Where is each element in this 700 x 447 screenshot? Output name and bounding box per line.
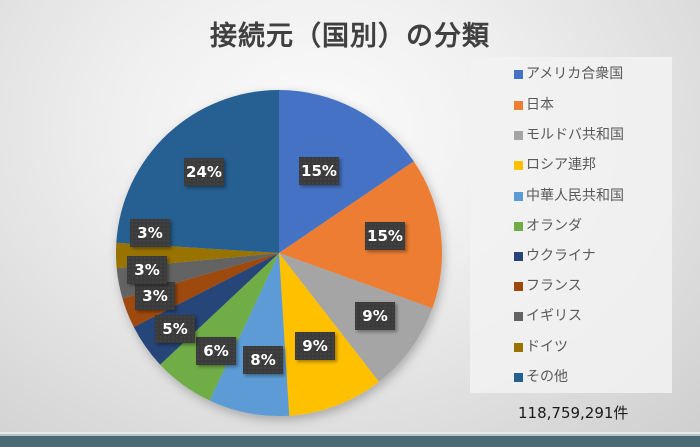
- slice-china[interactable]: [209, 253, 290, 417]
- slice-japan[interactable]: [279, 161, 443, 309]
- legend-label: モルドバ共和国: [526, 127, 624, 143]
- data-label-usa: 15%: [299, 157, 339, 185]
- chart-legend: アメリカ合衆国 日本 モルドバ共和国 ロシア連邦 中華人民共和国 オランダ ウク…: [470, 57, 672, 393]
- chart-title: 接続元（国別）の分類: [210, 21, 490, 52]
- data-label-moldova: 9%: [355, 302, 395, 330]
- legend-item-ukraine[interactable]: ウクライナ: [514, 245, 596, 265]
- legend-swatch-icon: [514, 131, 523, 140]
- data-label-netherlands: 6%: [196, 337, 236, 365]
- legend-label: 中華人民共和国: [526, 188, 624, 204]
- legend-label: イギリス: [526, 308, 582, 324]
- slice-usa[interactable]: [279, 90, 414, 253]
- legend-item-china[interactable]: 中華人民共和国: [514, 185, 624, 205]
- legend-label: ドイツ: [526, 339, 568, 355]
- data-label-uk: 3%: [127, 256, 167, 284]
- legend-label: その他: [526, 369, 568, 385]
- legend-label: 日本: [526, 97, 554, 113]
- legend-swatch-icon: [514, 222, 523, 231]
- legend-label: オランダ: [526, 218, 582, 234]
- legend-item-japan[interactable]: 日本: [514, 94, 554, 114]
- total-count: 118,759,291件: [518, 404, 629, 422]
- legend-swatch-icon: [514, 252, 523, 261]
- legend-item-france[interactable]: フランス: [514, 275, 582, 295]
- legend-swatch-icon: [514, 282, 523, 291]
- data-label-france: 3%: [135, 282, 175, 310]
- data-label-other: 24%: [184, 158, 224, 186]
- legend-item-moldova[interactable]: モルドバ共和国: [514, 124, 624, 144]
- legend-item-other[interactable]: その他: [514, 366, 568, 386]
- legend-swatch-icon: [514, 373, 523, 382]
- legend-swatch-icon: [514, 161, 523, 170]
- legend-swatch-icon: [514, 70, 523, 79]
- data-label-japan: 15%: [365, 222, 405, 250]
- data-label-germany: 3%: [130, 219, 170, 247]
- legend-swatch-icon: [514, 343, 523, 352]
- data-label-russia: 9%: [295, 332, 335, 360]
- data-label-china: 8%: [243, 346, 283, 374]
- legend-label: ロシア連邦: [526, 157, 596, 173]
- legend-item-russia[interactable]: ロシア連邦: [514, 154, 596, 174]
- chart-area: 接続元（国別）の分類 15% 15% 9% 9% 8% 6% 5% 3% 3% …: [0, 0, 700, 434]
- legend-label: ウクライナ: [526, 248, 596, 264]
- legend-swatch-icon: [514, 192, 523, 201]
- data-label-ukraine: 5%: [155, 315, 195, 343]
- legend-swatch-icon: [514, 312, 523, 321]
- legend-item-netherlands[interactable]: オランダ: [514, 215, 582, 235]
- legend-swatch-icon: [514, 101, 523, 110]
- legend-item-uk[interactable]: イギリス: [514, 305, 582, 325]
- bottom-divider: [0, 434, 700, 436]
- legend-label: フランス: [526, 278, 582, 294]
- legend-item-usa[interactable]: アメリカ合衆国: [514, 63, 623, 83]
- legend-item-germany[interactable]: ドイツ: [514, 336, 568, 356]
- legend-label: アメリカ合衆国: [526, 66, 624, 82]
- slice-netherlands[interactable]: [160, 253, 279, 401]
